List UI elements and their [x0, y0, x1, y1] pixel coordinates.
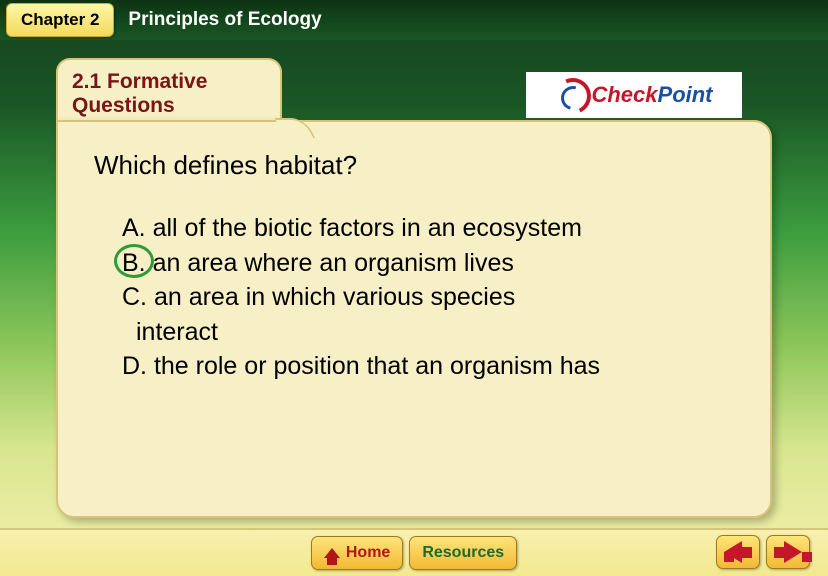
answer-text-cont: interact [136, 318, 218, 346]
question-text: Which defines habitat? [94, 150, 740, 181]
arrow-right-icon [784, 541, 802, 563]
answer-option-a[interactable]: A. all of the biotic factors in an ecosy… [122, 211, 740, 246]
checkpoint-swoosh-icon [555, 80, 589, 110]
answer-letter: B. [122, 249, 146, 277]
home-icon [324, 548, 340, 558]
answer-option-d[interactable]: D. the role or position that an organism… [122, 349, 740, 384]
answer-text: all of the biotic factors in an ecosyste… [153, 214, 582, 242]
bottom-bar: Home Resources [0, 528, 828, 576]
chapter-label: Chapter 2 [21, 10, 99, 29]
section-label: 2.1 Formative Questions [72, 70, 266, 118]
answer-option-b[interactable]: B. an area where an organism lives [122, 246, 740, 281]
answer-letter: D. [122, 352, 147, 380]
bottom-center-group: Home Resources [311, 536, 517, 570]
content-card: 2.1 Formative Questions CheckPoint Which… [56, 58, 772, 518]
nav-arrows [716, 535, 810, 569]
answer-option-c-cont: interact [136, 315, 740, 350]
answer-list: A. all of the biotic factors in an ecosy… [122, 211, 740, 384]
answer-letter: C. [122, 283, 147, 311]
folder-body: Which defines habitat? A. all of the bio… [56, 120, 772, 518]
checkpoint-badge: CheckPoint [526, 72, 742, 118]
prev-button[interactable] [716, 535, 760, 569]
next-button[interactable] [766, 535, 810, 569]
arrow-left-icon [724, 541, 742, 563]
answer-option-c[interactable]: C. an area in which various species [122, 280, 740, 315]
resources-button[interactable]: Resources [409, 536, 517, 570]
answer-text: an area in which various species [154, 283, 515, 311]
chapter-title: Principles of Ecology [128, 9, 321, 31]
resources-label: Resources [422, 544, 504, 562]
answer-text: the role or position that an organism ha… [154, 352, 600, 380]
header-bar: Chapter 2 Principles of Ecology [0, 0, 828, 40]
chapter-tab: Chapter 2 [6, 3, 114, 37]
home-button[interactable]: Home [311, 536, 403, 570]
home-label: Home [346, 544, 390, 562]
checkpoint-text-check: Check [591, 82, 657, 107]
answer-letter: A. [122, 214, 146, 242]
answer-text: an area where an organism lives [153, 249, 514, 277]
checkpoint-text-point: Point [658, 82, 713, 107]
